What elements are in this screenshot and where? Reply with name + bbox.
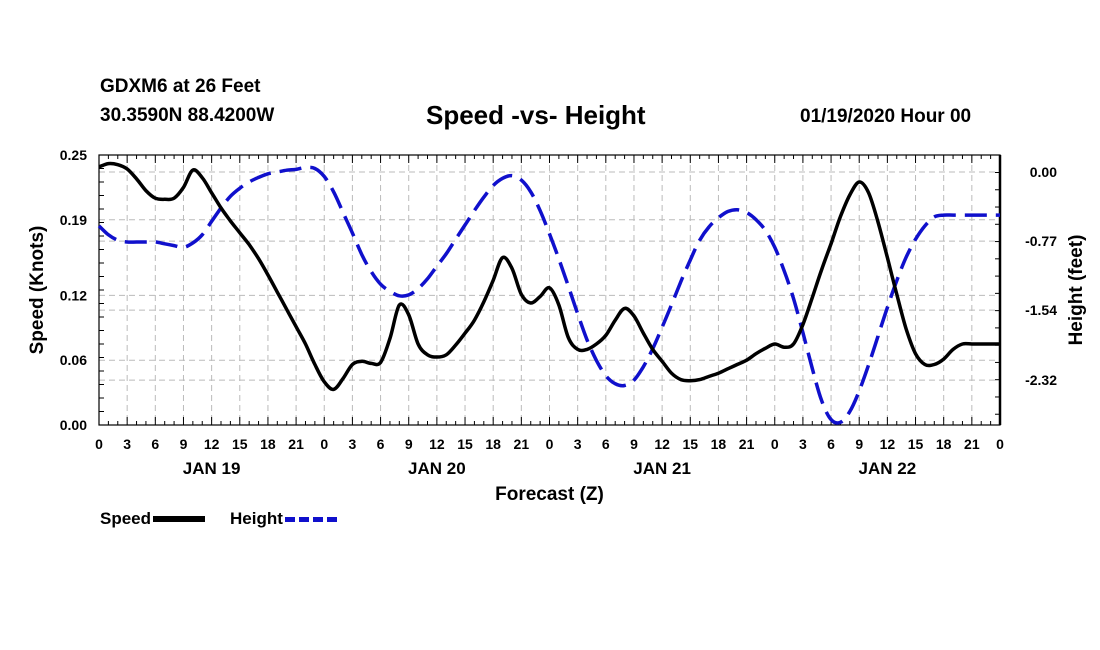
x-tick-label: 6	[377, 436, 385, 452]
x-tick-label: 9	[855, 436, 863, 452]
x-tick-label: 15	[457, 436, 473, 452]
x-tick-label: 12	[204, 436, 220, 452]
y2-tick-label: 0.00	[1030, 164, 1057, 180]
x-tick-label: 3	[799, 436, 807, 452]
x-tick-label: 3	[349, 436, 357, 452]
x-tick-label: 3	[123, 436, 131, 452]
x-tick-label: 9	[405, 436, 413, 452]
legend-speed-label: Speed	[100, 509, 152, 528]
x-tick-label: 3	[574, 436, 582, 452]
y-tick-label: 0.25	[60, 147, 87, 163]
x-tick-label: 12	[429, 436, 445, 452]
x-tick-label: 18	[936, 436, 952, 452]
x-tick-label: 21	[739, 436, 755, 452]
x-tick-label: 6	[827, 436, 835, 452]
legend-height-label: Height	[230, 509, 283, 528]
x-tick-label: 21	[288, 436, 304, 452]
y-tick-label: 0.12	[60, 287, 87, 303]
series-line-height	[97, 165, 1000, 425]
x-tick-label: 12	[654, 436, 670, 452]
x-tick-label: 9	[630, 436, 638, 452]
x-tick-label: 0	[546, 436, 554, 452]
chart-title: Speed -vs- Height	[426, 100, 646, 130]
date-label: JAN 19	[183, 459, 241, 478]
legend-speed: Speed	[100, 509, 206, 529]
x-tick-label: 6	[602, 436, 610, 452]
x-tick-label: 18	[260, 436, 276, 452]
x-tick-label: 15	[232, 436, 248, 452]
x-tick-label: 0	[771, 436, 779, 452]
coordinates-label: 30.3590N 88.4200W	[100, 105, 275, 126]
y-tick-label: 0.06	[60, 352, 87, 368]
datetime-label: 01/19/2020 Hour 00	[800, 106, 972, 127]
x-tick-label: 0	[996, 436, 1004, 452]
x-tick-label: 21	[964, 436, 980, 452]
y2-tick-label: -1.54	[1025, 302, 1057, 318]
x-tick-label: 0	[320, 436, 328, 452]
legend-height: Height	[230, 509, 337, 529]
series-line-speed	[98, 161, 1000, 392]
x-axis-label: Forecast (Z)	[495, 484, 604, 505]
date-label: JAN 22	[859, 459, 917, 478]
date-label: JAN 20	[408, 459, 466, 478]
date-label: JAN 21	[633, 459, 691, 478]
x-tick-label: 18	[485, 436, 501, 452]
x-tick-label: 6	[151, 436, 159, 452]
y-axis-label: Speed (Knots)	[27, 226, 48, 355]
y-tick-label: 0.19	[60, 212, 87, 228]
x-tick-label: 12	[880, 436, 896, 452]
x-tick-label: 15	[682, 436, 698, 452]
y2-tick-label: -0.77	[1025, 233, 1057, 249]
x-tick-label: 18	[711, 436, 727, 452]
x-tick-label: 9	[180, 436, 188, 452]
y2-tick-label: -2.32	[1025, 372, 1057, 388]
x-tick-label: 0	[95, 436, 103, 452]
legend-height-swatch	[284, 516, 337, 522]
x-tick-label: 21	[514, 436, 530, 452]
x-tick-label: 15	[908, 436, 924, 452]
y2-axis-label: Height (feet)	[1066, 235, 1087, 346]
legend-speed-swatch	[153, 516, 206, 522]
y-tick-label: 0.00	[60, 417, 87, 433]
station-label: GDXM6 at 26 Feet	[100, 76, 261, 97]
